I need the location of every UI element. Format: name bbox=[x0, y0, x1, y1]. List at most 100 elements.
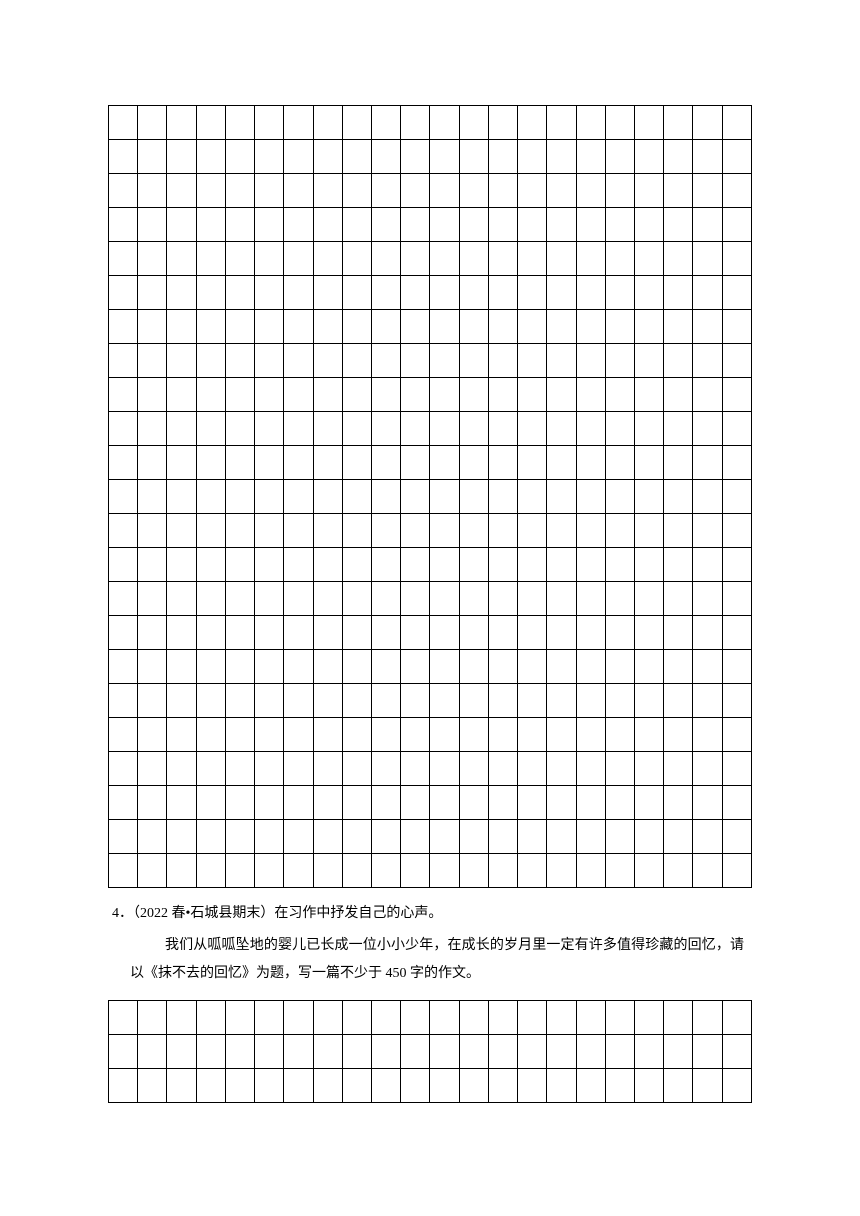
grid-cell bbox=[109, 650, 138, 684]
grid-cell bbox=[459, 616, 488, 650]
grid-cell bbox=[138, 854, 167, 888]
grid-cell bbox=[488, 446, 517, 480]
grid-cell bbox=[547, 140, 576, 174]
grid-cell bbox=[225, 1035, 254, 1069]
grid-cell bbox=[167, 1001, 196, 1035]
grid-cell bbox=[313, 446, 342, 480]
grid-cell bbox=[371, 310, 400, 344]
grid-cell bbox=[109, 208, 138, 242]
grid-cell bbox=[488, 378, 517, 412]
grid-cell bbox=[371, 820, 400, 854]
grid-cell bbox=[430, 1001, 459, 1035]
grid-cell bbox=[371, 752, 400, 786]
grid-cell bbox=[576, 718, 605, 752]
grid-cell bbox=[342, 276, 371, 310]
grid-cell bbox=[518, 514, 547, 548]
grid-cell bbox=[138, 514, 167, 548]
grid-cell bbox=[225, 1069, 254, 1103]
grid-cell bbox=[342, 378, 371, 412]
grid-cell bbox=[664, 582, 693, 616]
grid-cell bbox=[401, 752, 430, 786]
grid-cell bbox=[634, 140, 663, 174]
grid-cell bbox=[547, 1069, 576, 1103]
grid-cell bbox=[634, 412, 663, 446]
grid-cell bbox=[518, 616, 547, 650]
grid-cell bbox=[255, 582, 284, 616]
grid-cell bbox=[313, 514, 342, 548]
grid-cell bbox=[371, 1035, 400, 1069]
grid-cell bbox=[196, 854, 225, 888]
grid-cell bbox=[634, 820, 663, 854]
grid-cell bbox=[196, 1069, 225, 1103]
grid-cell bbox=[430, 684, 459, 718]
grid-cell bbox=[547, 344, 576, 378]
grid-cell bbox=[664, 752, 693, 786]
grid-cell bbox=[371, 378, 400, 412]
grid-cell bbox=[634, 616, 663, 650]
grid-cell bbox=[225, 344, 254, 378]
grid-cell bbox=[634, 208, 663, 242]
grid-cell bbox=[459, 106, 488, 140]
grid-cell bbox=[547, 752, 576, 786]
grid-cell bbox=[547, 480, 576, 514]
grid-cell bbox=[459, 140, 488, 174]
grid-cell bbox=[313, 480, 342, 514]
grid-cell bbox=[576, 582, 605, 616]
grid-cell bbox=[225, 1001, 254, 1035]
grid-cell bbox=[693, 344, 722, 378]
grid-cell bbox=[518, 310, 547, 344]
grid-cell bbox=[401, 480, 430, 514]
grid-cell bbox=[225, 820, 254, 854]
grid-cell bbox=[109, 854, 138, 888]
grid-cell bbox=[488, 412, 517, 446]
grid-cell bbox=[722, 310, 751, 344]
grid-cell bbox=[138, 378, 167, 412]
grid-cell bbox=[109, 582, 138, 616]
grid-cell bbox=[138, 1001, 167, 1035]
grid-cell bbox=[284, 616, 313, 650]
grid-cell bbox=[547, 106, 576, 140]
grid-cell bbox=[401, 242, 430, 276]
grid-cell bbox=[371, 208, 400, 242]
grid-cell bbox=[255, 514, 284, 548]
grid-cell bbox=[430, 344, 459, 378]
grid-cell bbox=[459, 446, 488, 480]
grid-cell bbox=[664, 616, 693, 650]
grid-cell bbox=[342, 548, 371, 582]
grid-cell bbox=[605, 854, 634, 888]
grid-cell bbox=[313, 378, 342, 412]
grid-cell bbox=[547, 514, 576, 548]
grid-cell bbox=[255, 344, 284, 378]
grid-cell bbox=[109, 446, 138, 480]
grid-cell bbox=[167, 106, 196, 140]
grid-cell bbox=[284, 786, 313, 820]
grid-cell bbox=[430, 208, 459, 242]
grid-cell bbox=[138, 684, 167, 718]
grid-cell bbox=[722, 718, 751, 752]
grid-cell bbox=[284, 446, 313, 480]
grid-cell bbox=[518, 276, 547, 310]
grid-cell bbox=[371, 1069, 400, 1103]
grid-cell bbox=[138, 140, 167, 174]
grid-cell bbox=[284, 1001, 313, 1035]
grid-cell bbox=[547, 412, 576, 446]
grid-cell bbox=[547, 208, 576, 242]
grid-cell bbox=[722, 786, 751, 820]
grid-cell bbox=[634, 174, 663, 208]
grid-cell bbox=[255, 650, 284, 684]
grid-cell bbox=[605, 650, 634, 684]
grid-cell bbox=[693, 1035, 722, 1069]
grid-cell bbox=[255, 378, 284, 412]
grid-cell bbox=[401, 786, 430, 820]
grid-cell bbox=[225, 140, 254, 174]
grid-cell bbox=[196, 718, 225, 752]
grid-cell bbox=[401, 140, 430, 174]
grid-cell bbox=[313, 718, 342, 752]
grid-cell bbox=[576, 1069, 605, 1103]
grid-cell bbox=[196, 344, 225, 378]
grid-cell bbox=[576, 344, 605, 378]
grid-cell bbox=[313, 412, 342, 446]
grid-cell bbox=[518, 718, 547, 752]
grid-cell bbox=[459, 1069, 488, 1103]
grid-cell bbox=[605, 1001, 634, 1035]
